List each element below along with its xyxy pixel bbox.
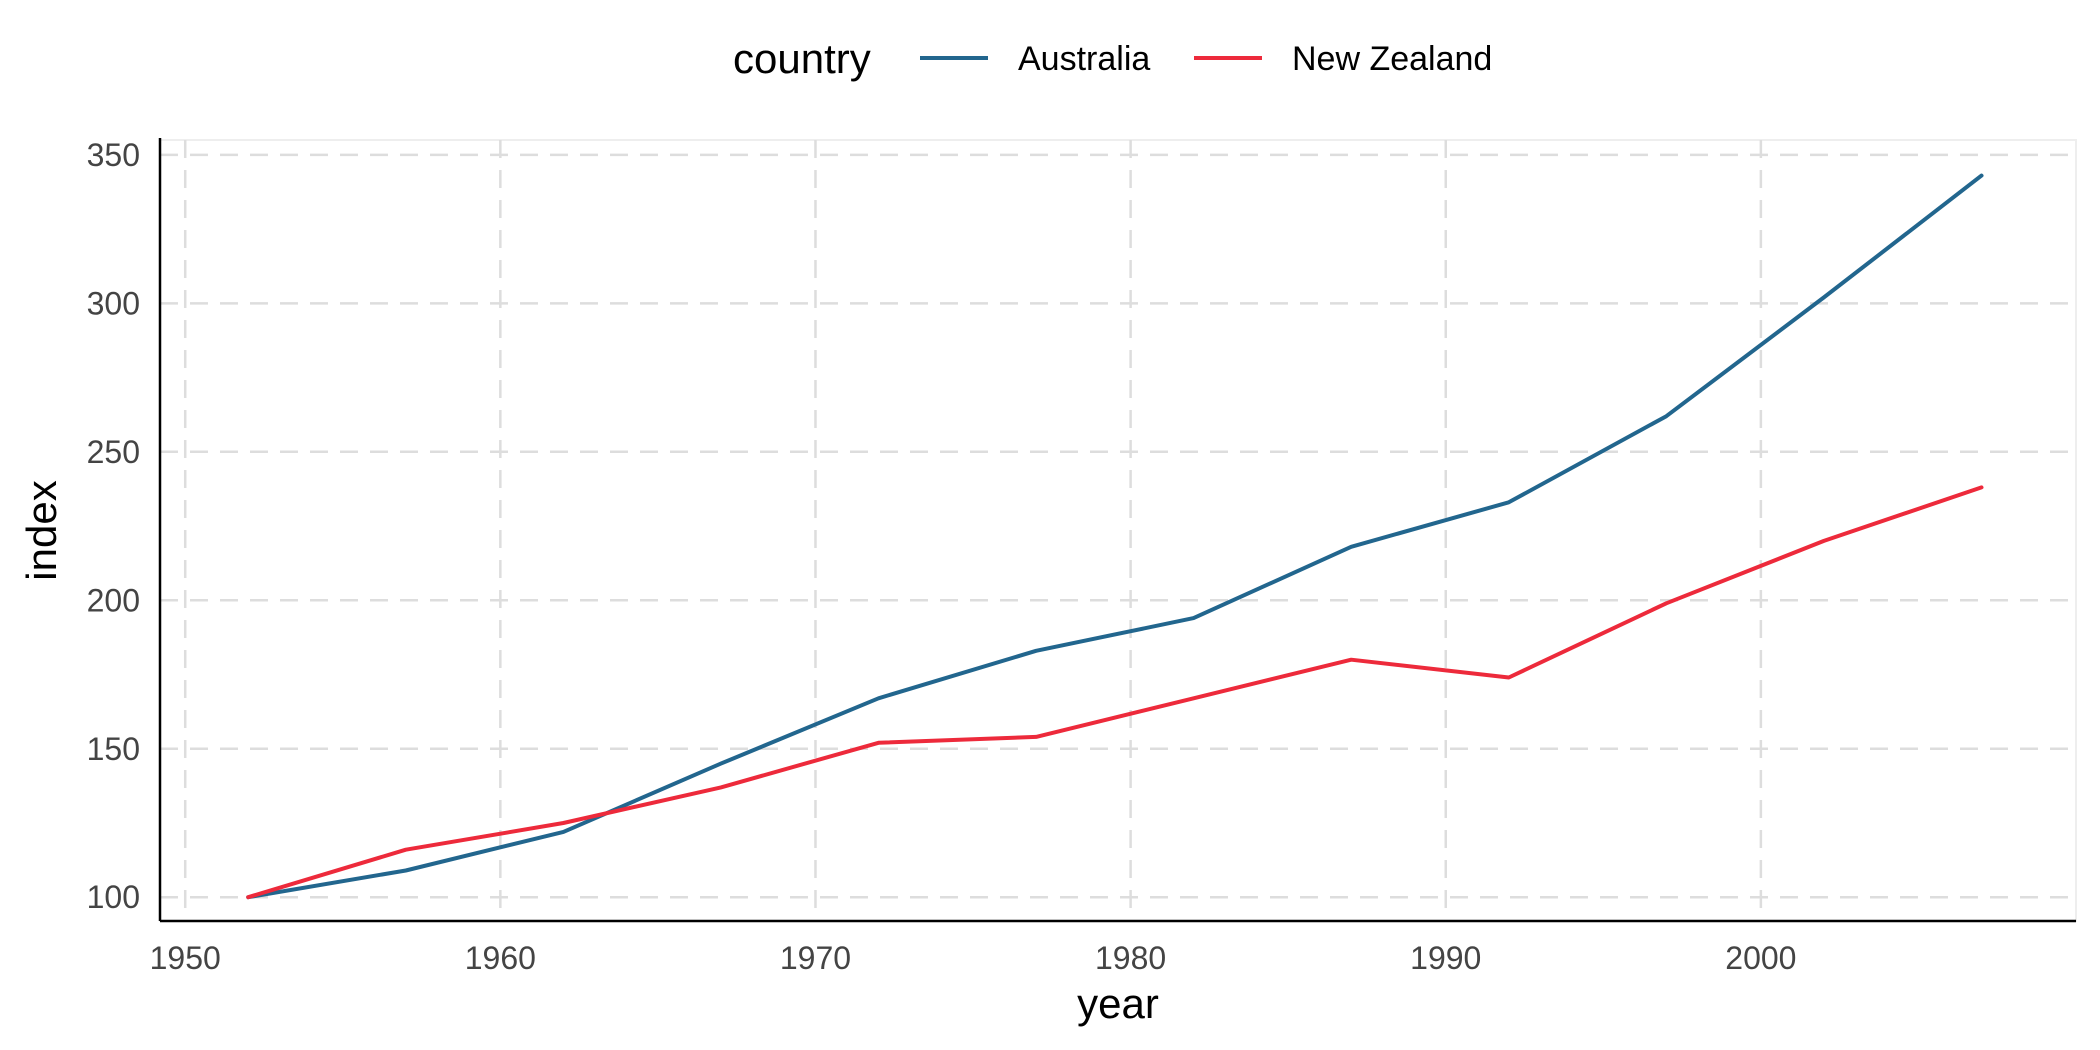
tick-labels: 1950 1960 1970 1980 1990 2000 100 150 200 250 300 3… [87, 137, 1797, 976]
y-axis-title: index [18, 480, 65, 580]
axes [158, 138, 2076, 923]
x-tick-label: 1970 [780, 940, 851, 976]
legend-items: Australia New Zealand [920, 40, 1492, 78]
plot-panel [158, 138, 2077, 923]
legend: country Australia New Zealand [733, 35, 1492, 82]
x-tick-label: 1950 [150, 940, 221, 976]
series-line-new-zealand [246, 485, 1984, 900]
y-tick-label: 100 [87, 879, 140, 915]
legend-label-new-zealand: New Zealand [1292, 40, 1492, 78]
y-tick-label: 300 [87, 285, 140, 321]
y-tick-label: 350 [87, 137, 140, 173]
x-tick-label: 1990 [1410, 940, 1481, 976]
y-tick-label: 150 [87, 731, 140, 767]
legend-label-australia: Australia [1018, 40, 1150, 78]
legend-title: country [733, 35, 871, 82]
series-line-australia [246, 173, 1984, 900]
x-tick-label: 2000 [1725, 940, 1796, 976]
series-group [246, 173, 1984, 900]
x-tick-label: 1980 [1095, 940, 1166, 976]
y-tick-label: 250 [87, 434, 140, 470]
x-axis-title: year [1077, 980, 1159, 1027]
panel-border [159, 139, 2077, 922]
x-tick-label: 1960 [465, 940, 536, 976]
y-tick-label: 200 [87, 582, 140, 618]
grid [159, 139, 2077, 922]
